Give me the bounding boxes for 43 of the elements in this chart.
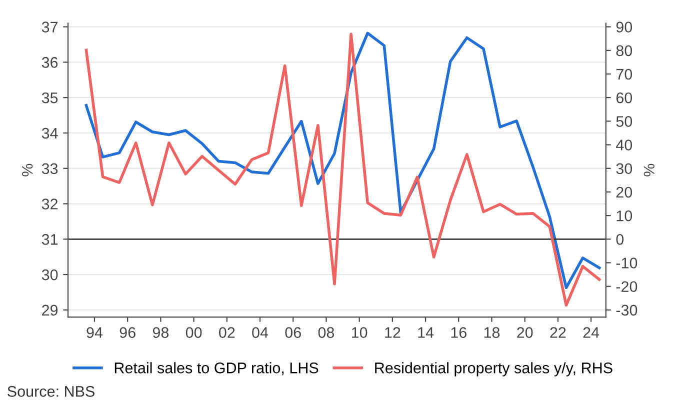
y-tick-label: 36 bbox=[42, 57, 58, 68]
x-tick-label: 94 bbox=[86, 327, 103, 338]
y2-tick-label: 30 bbox=[616, 163, 632, 174]
x-tick-label: 02 bbox=[219, 327, 235, 338]
y2-tick-label: 80 bbox=[616, 45, 632, 56]
y2-tick-label: 70 bbox=[616, 68, 632, 80]
x-tick-label: 00 bbox=[186, 327, 202, 338]
y2-tick-label: 40 bbox=[616, 140, 632, 150]
y-tick-label: 37 bbox=[42, 22, 58, 32]
x-tick-label: 18 bbox=[484, 327, 500, 338]
y2-tick-label: 60 bbox=[616, 92, 632, 104]
x-tick-label: 24 bbox=[583, 327, 600, 338]
y-tick-label: 30 bbox=[42, 269, 58, 280]
y2-tick-label: -10 bbox=[616, 258, 638, 268]
y2-tick-label: 90 bbox=[616, 22, 632, 32]
y2-tick-label: -30 bbox=[616, 304, 638, 316]
y2-tick-label: 10 bbox=[616, 210, 632, 222]
y-tick-label: 31 bbox=[42, 234, 58, 245]
x-tick-label: 10 bbox=[352, 327, 368, 338]
y2-tick-label: 0 bbox=[616, 234, 624, 245]
y2-tick-label: 20 bbox=[616, 186, 632, 198]
y2-tick-label: 50 bbox=[616, 116, 632, 127]
source-note: Source: NBS bbox=[8, 386, 94, 397]
x-tick-label: 06 bbox=[285, 327, 301, 338]
y2-axis-title: % bbox=[644, 164, 654, 176]
y-tick-label: 29 bbox=[42, 304, 58, 316]
x-tick-label: 20 bbox=[517, 327, 533, 338]
x-tick-label: 22 bbox=[550, 327, 566, 338]
x-tick-label: 14 bbox=[418, 327, 434, 338]
y2-tick-label: -20 bbox=[616, 281, 638, 292]
y-tick-label: 32 bbox=[42, 198, 58, 210]
y-tick-label: 34 bbox=[42, 128, 58, 139]
y-tick-label: 33 bbox=[42, 163, 58, 174]
legend-label: Retail sales to GDP ratio, LHS bbox=[114, 362, 318, 376]
y-tick-label: 35 bbox=[42, 92, 58, 104]
x-tick-label: 96 bbox=[120, 327, 136, 338]
legend-label: Residential property sales y/y, RHS bbox=[375, 362, 612, 376]
x-tick-label: 98 bbox=[152, 327, 169, 338]
x-tick-label: 08 bbox=[318, 327, 334, 338]
x-tick-label: 12 bbox=[385, 327, 400, 338]
x-tick-label: 16 bbox=[451, 327, 466, 338]
y-axis-title: % bbox=[22, 164, 33, 176]
x-tick-label: 04 bbox=[252, 327, 268, 338]
